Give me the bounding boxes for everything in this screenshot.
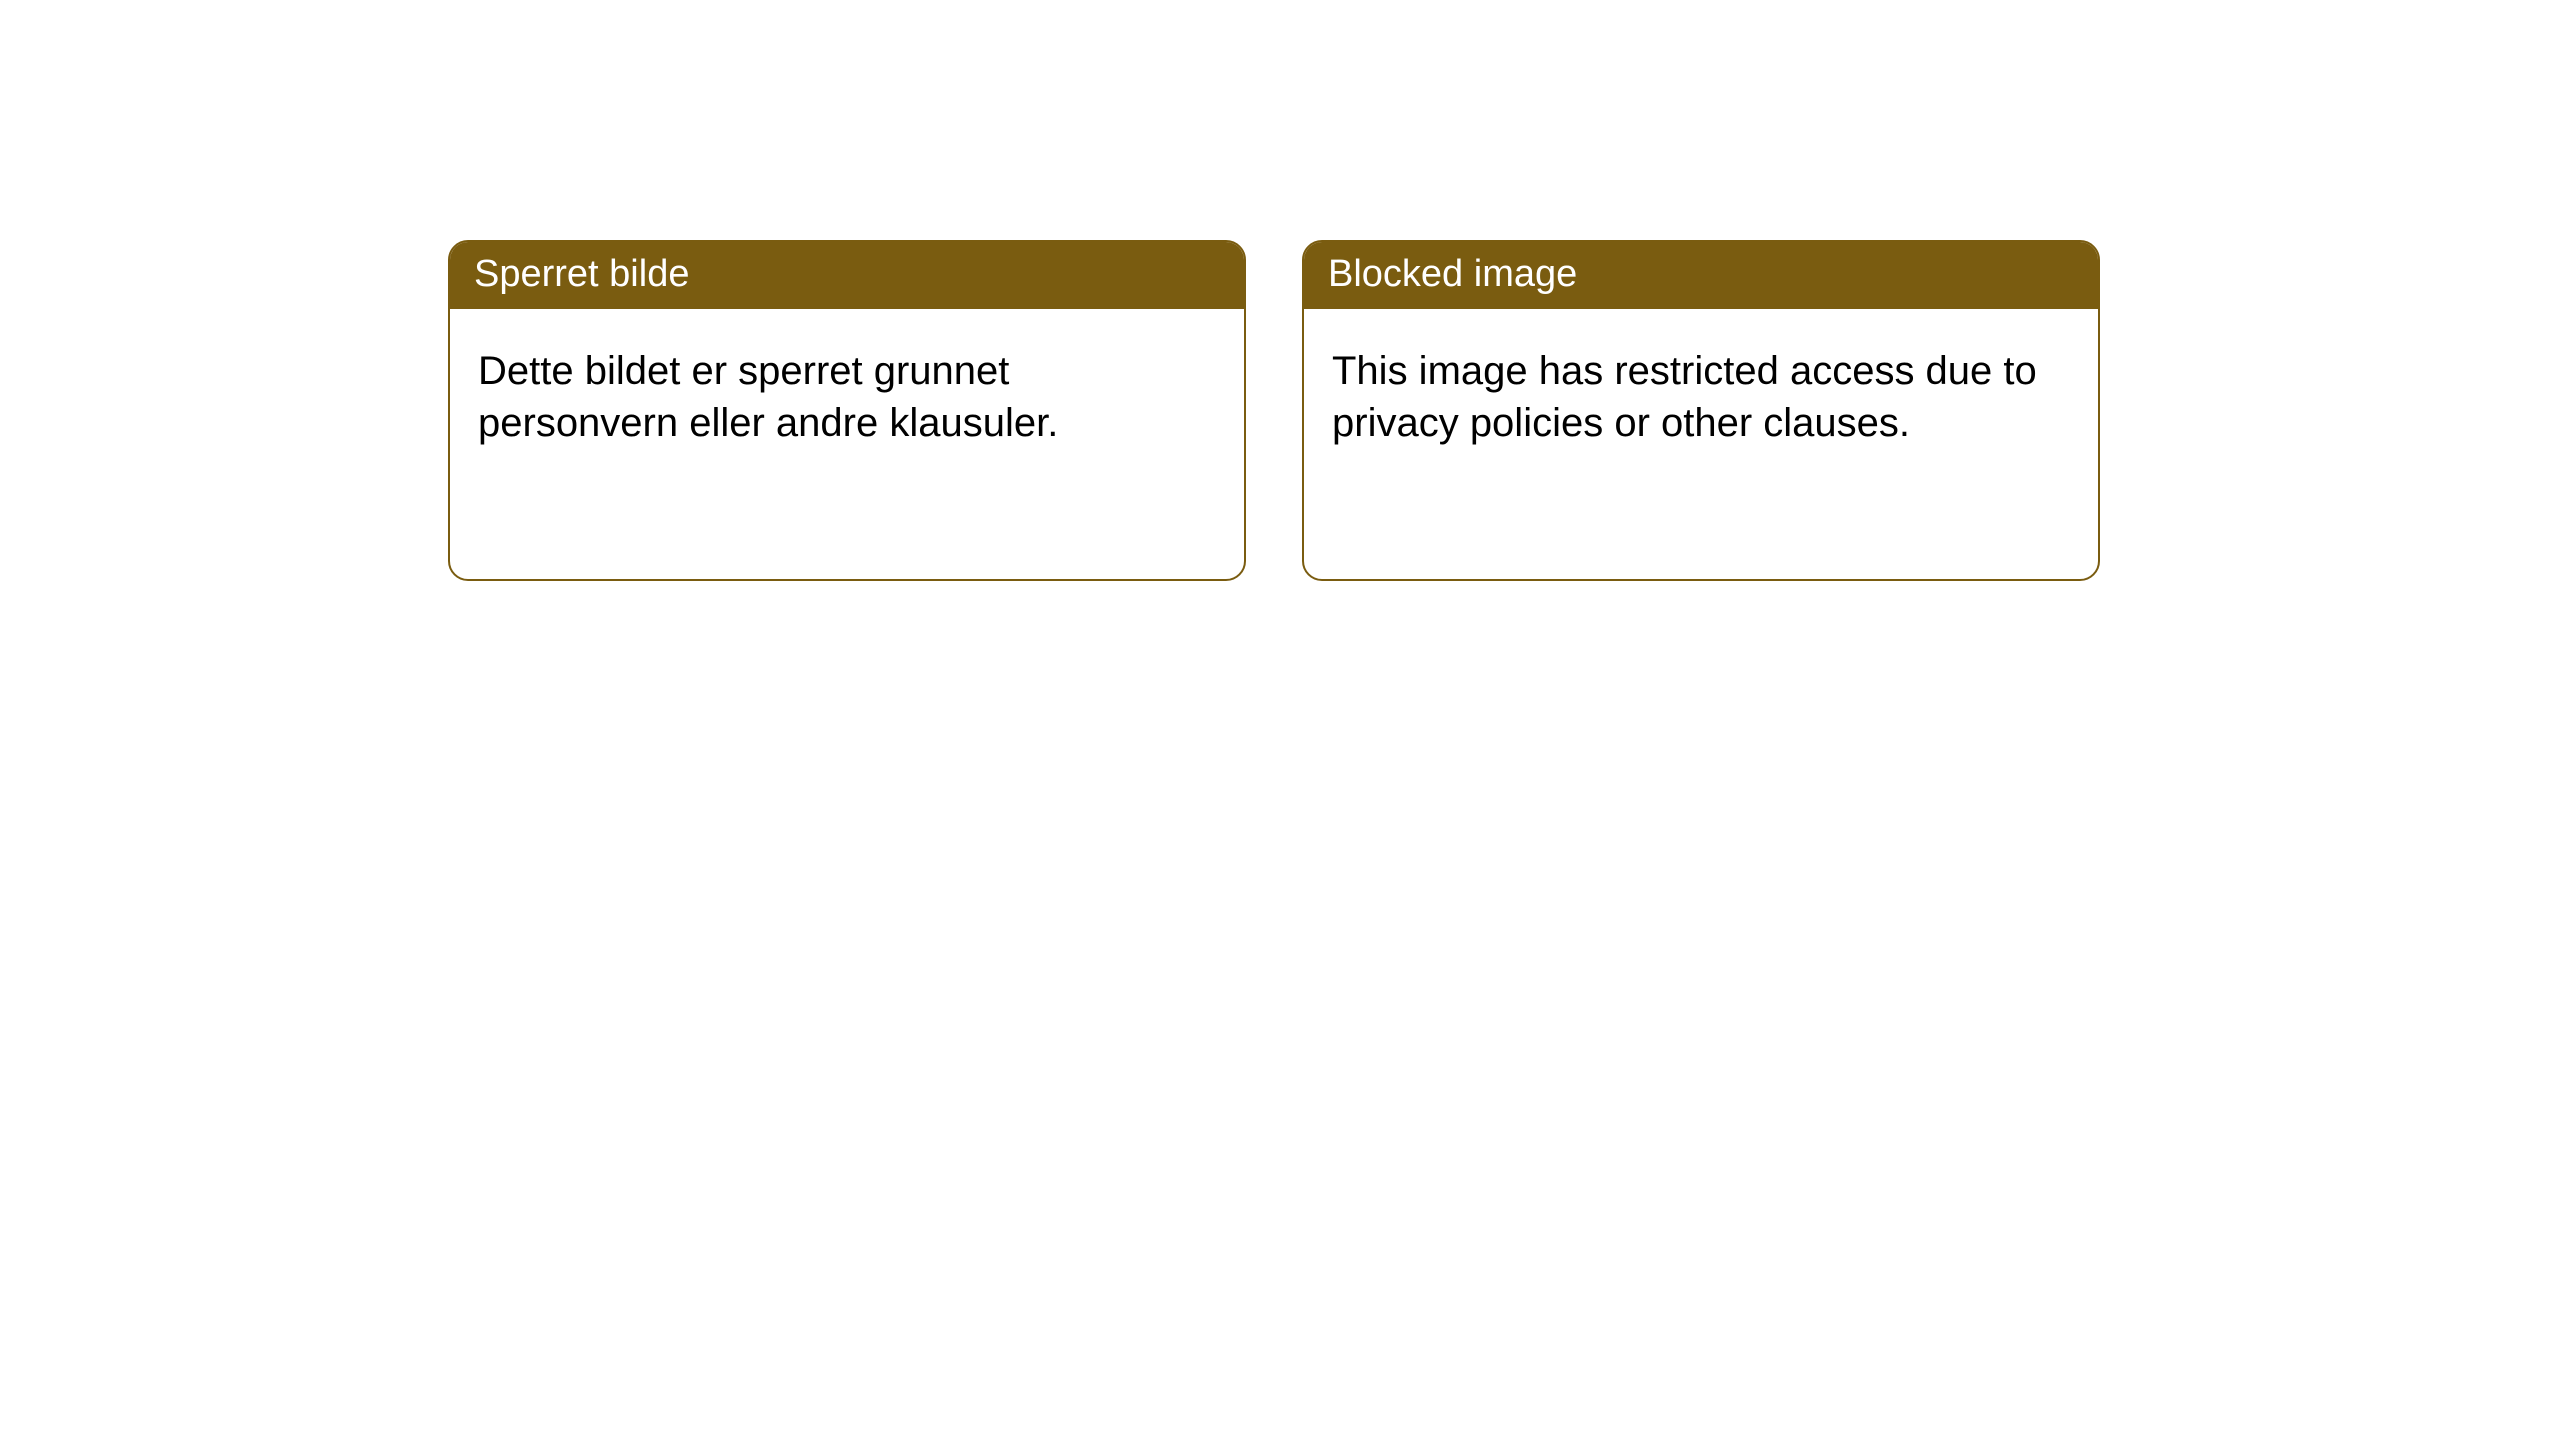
card-body: This image has restricted access due to … bbox=[1304, 309, 2098, 579]
notice-card-norwegian: Sperret bilde Dette bildet er sperret gr… bbox=[448, 240, 1246, 581]
card-body: Dette bildet er sperret grunnet personve… bbox=[450, 309, 1244, 579]
card-body-text: Dette bildet er sperret grunnet personve… bbox=[478, 349, 1058, 445]
card-header: Blocked image bbox=[1304, 242, 2098, 309]
card-body-text: This image has restricted access due to … bbox=[1332, 349, 2037, 445]
card-title: Sperret bilde bbox=[474, 253, 689, 295]
card-title: Blocked image bbox=[1328, 253, 1577, 295]
notice-container: Sperret bilde Dette bildet er sperret gr… bbox=[448, 240, 2100, 581]
notice-card-english: Blocked image This image has restricted … bbox=[1302, 240, 2100, 581]
card-header: Sperret bilde bbox=[450, 242, 1244, 309]
